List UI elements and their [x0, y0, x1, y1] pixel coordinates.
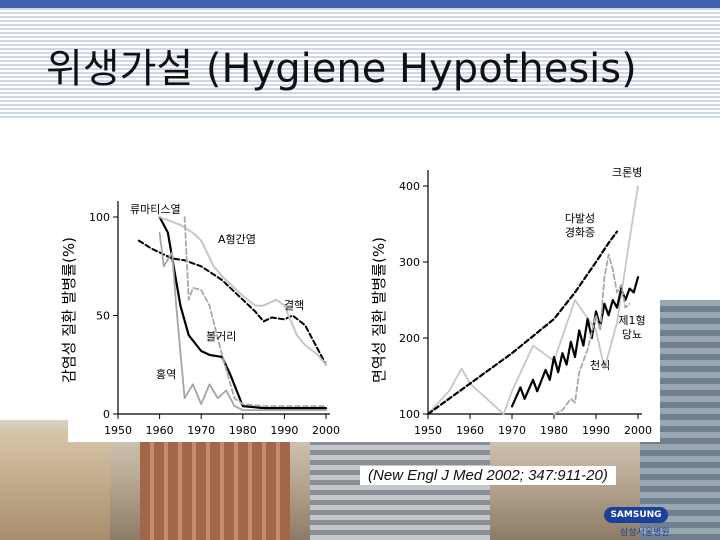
y-tick-label: 50 [96, 310, 110, 323]
series-label: 홍역 [156, 367, 176, 381]
y-tick-label: 400 [399, 180, 420, 193]
y-tick-label: 100 [399, 408, 420, 421]
header-topbar [0, 0, 720, 8]
citation: (New Engl J Med 2002; 347:911-20) [360, 466, 616, 485]
chart-2: 100 200 300 400 1950 1960 1970 1980 1990 2000 면역성 … [370, 166, 652, 437]
series-line-2 [426, 230, 619, 416]
y-tick-label: 300 [399, 256, 420, 269]
building-brick [140, 440, 290, 540]
series-line-4 [183, 216, 327, 408]
y-tick-label: 200 [399, 332, 420, 345]
building-left [0, 430, 110, 540]
x-tick-label: 1960 [456, 424, 484, 437]
series-label: 다발성 [565, 212, 595, 225]
series-label: 경화증 [565, 226, 595, 239]
series-label: 크론병 [612, 166, 642, 179]
y-tick-label: 100 [89, 211, 110, 224]
y-axis-label: 면역성 질환 발병률(%) [370, 237, 388, 383]
series-line-4 [553, 253, 631, 415]
series-label: 천식 [590, 358, 610, 372]
chart-1: 0 50 100 1950 1960 1970 1980 1990 2000 감염성 질환 발병률… [60, 201, 340, 437]
header-band [0, 0, 720, 118]
hospital-name: 삼성서울병원 [620, 528, 670, 538]
x-tick-label: 2000 [624, 424, 652, 437]
series-line-3 [158, 216, 327, 366]
series-line-1 [427, 185, 639, 415]
series-line-1 [158, 215, 328, 410]
y-tick-label: 0 [103, 408, 110, 421]
series-line-3 [510, 276, 640, 408]
x-tick-label: 1950 [104, 424, 132, 437]
x-tick-label: 1980 [540, 424, 568, 437]
x-tick-label: 1950 [414, 424, 442, 437]
samsung-logo: SAMSUNG [604, 507, 668, 523]
x-tick-label: 1990 [582, 424, 610, 437]
series-label: A형간염 [218, 233, 256, 246]
y-axis-label: 감염성 질환 발병률(%) [60, 237, 78, 383]
series-line-2 [137, 239, 327, 366]
building-glass [310, 430, 490, 540]
x-tick-label: 1970 [498, 424, 526, 437]
slide-title: 위생가설 (Hygiene Hypothesis) [46, 46, 637, 92]
x-tick-label: 1990 [270, 424, 298, 437]
series-label: 볼거리 [206, 330, 236, 343]
x-tick-label: 1980 [229, 424, 257, 437]
chart-panel [68, 160, 660, 442]
series-label: 류마티스열 [130, 203, 181, 216]
series-line-5 [158, 231, 327, 412]
series-label: 제1형 [618, 314, 645, 327]
x-tick-label: 1970 [187, 424, 215, 437]
x-tick-label: 1960 [146, 424, 174, 437]
x-tick-label: 2000 [312, 424, 340, 437]
series-label: 당뇨 [622, 328, 642, 341]
series-label: 결핵 [284, 299, 304, 312]
